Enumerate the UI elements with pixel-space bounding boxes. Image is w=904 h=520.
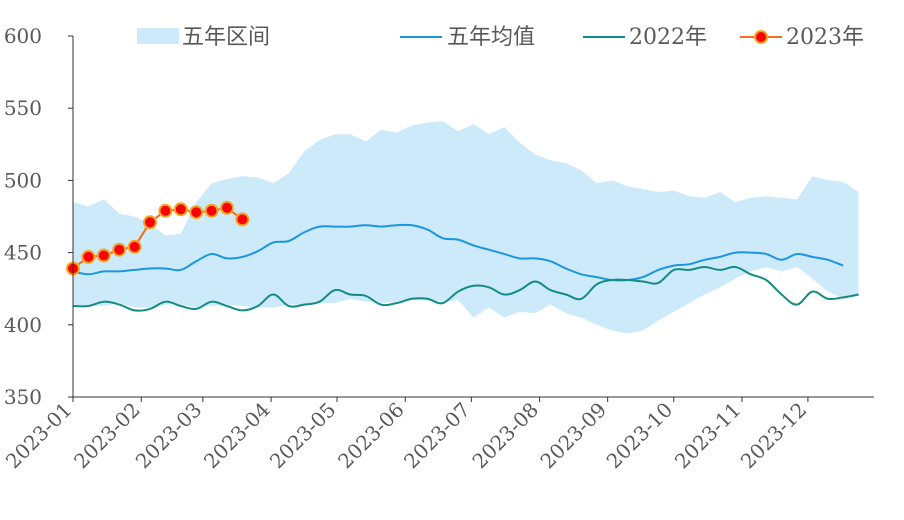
series-2023-point xyxy=(112,242,127,257)
y-tick-label: 500 xyxy=(4,168,42,192)
y-tick-label: 350 xyxy=(4,385,42,409)
series-2023-point xyxy=(81,249,96,264)
series-2023-point xyxy=(158,203,173,218)
x-tick-label: 2023-10 xyxy=(602,398,678,474)
series-2023-point xyxy=(189,205,204,220)
legend: 五年区间 五年均值 2022年 2023年 xyxy=(137,25,864,50)
x-tick-label: 2023-08 xyxy=(467,398,543,474)
five-year-average-line xyxy=(72,223,844,282)
legend-label-avg: 五年均值 xyxy=(447,25,535,50)
y-ticks-group: 350 400 450 500 550 600 xyxy=(4,24,73,409)
series-2023-point xyxy=(235,212,250,227)
x-tick-label: 2023-05 xyxy=(265,398,341,474)
x-tick-label: 2023-06 xyxy=(333,398,409,474)
x-tick-label: 2023-11 xyxy=(670,398,746,474)
y-tick-label: 550 xyxy=(4,96,42,120)
series-2022-line xyxy=(72,265,859,312)
markers-group xyxy=(66,200,250,276)
x-tick-label: 2023-03 xyxy=(131,398,207,474)
x-ticks-group: 2023-012023-022023-032023-042023-052023-… xyxy=(1,397,812,474)
legend-swatch-range xyxy=(137,28,179,44)
series-2023-point xyxy=(220,200,234,215)
legend-marker-2023 xyxy=(754,30,768,44)
x-tick-label: 2023-12 xyxy=(736,398,812,474)
x-tick-label: 2023-04 xyxy=(199,398,275,474)
legend-label-2023: 2023年 xyxy=(786,25,864,50)
x-tick-label: 2023-02 xyxy=(69,398,145,474)
series-2023-point xyxy=(204,203,219,218)
y-tick-label: 400 xyxy=(4,313,42,337)
series-2023-point xyxy=(96,248,111,263)
series-2023-point xyxy=(127,239,142,254)
axes-group xyxy=(72,36,874,398)
y-tick-label: 600 xyxy=(4,24,42,48)
x-tick-label: 2023-09 xyxy=(535,398,611,474)
range-area-group xyxy=(73,121,859,334)
legend-label-2022: 2022年 xyxy=(629,25,707,50)
five-year-range-area xyxy=(73,121,859,334)
legend-label-range: 五年区间 xyxy=(182,25,270,50)
x-tick-label: 2023-07 xyxy=(399,398,475,474)
series-2023-point xyxy=(173,202,188,217)
series-2023-point xyxy=(143,215,157,230)
y-tick-label: 450 xyxy=(4,241,42,265)
